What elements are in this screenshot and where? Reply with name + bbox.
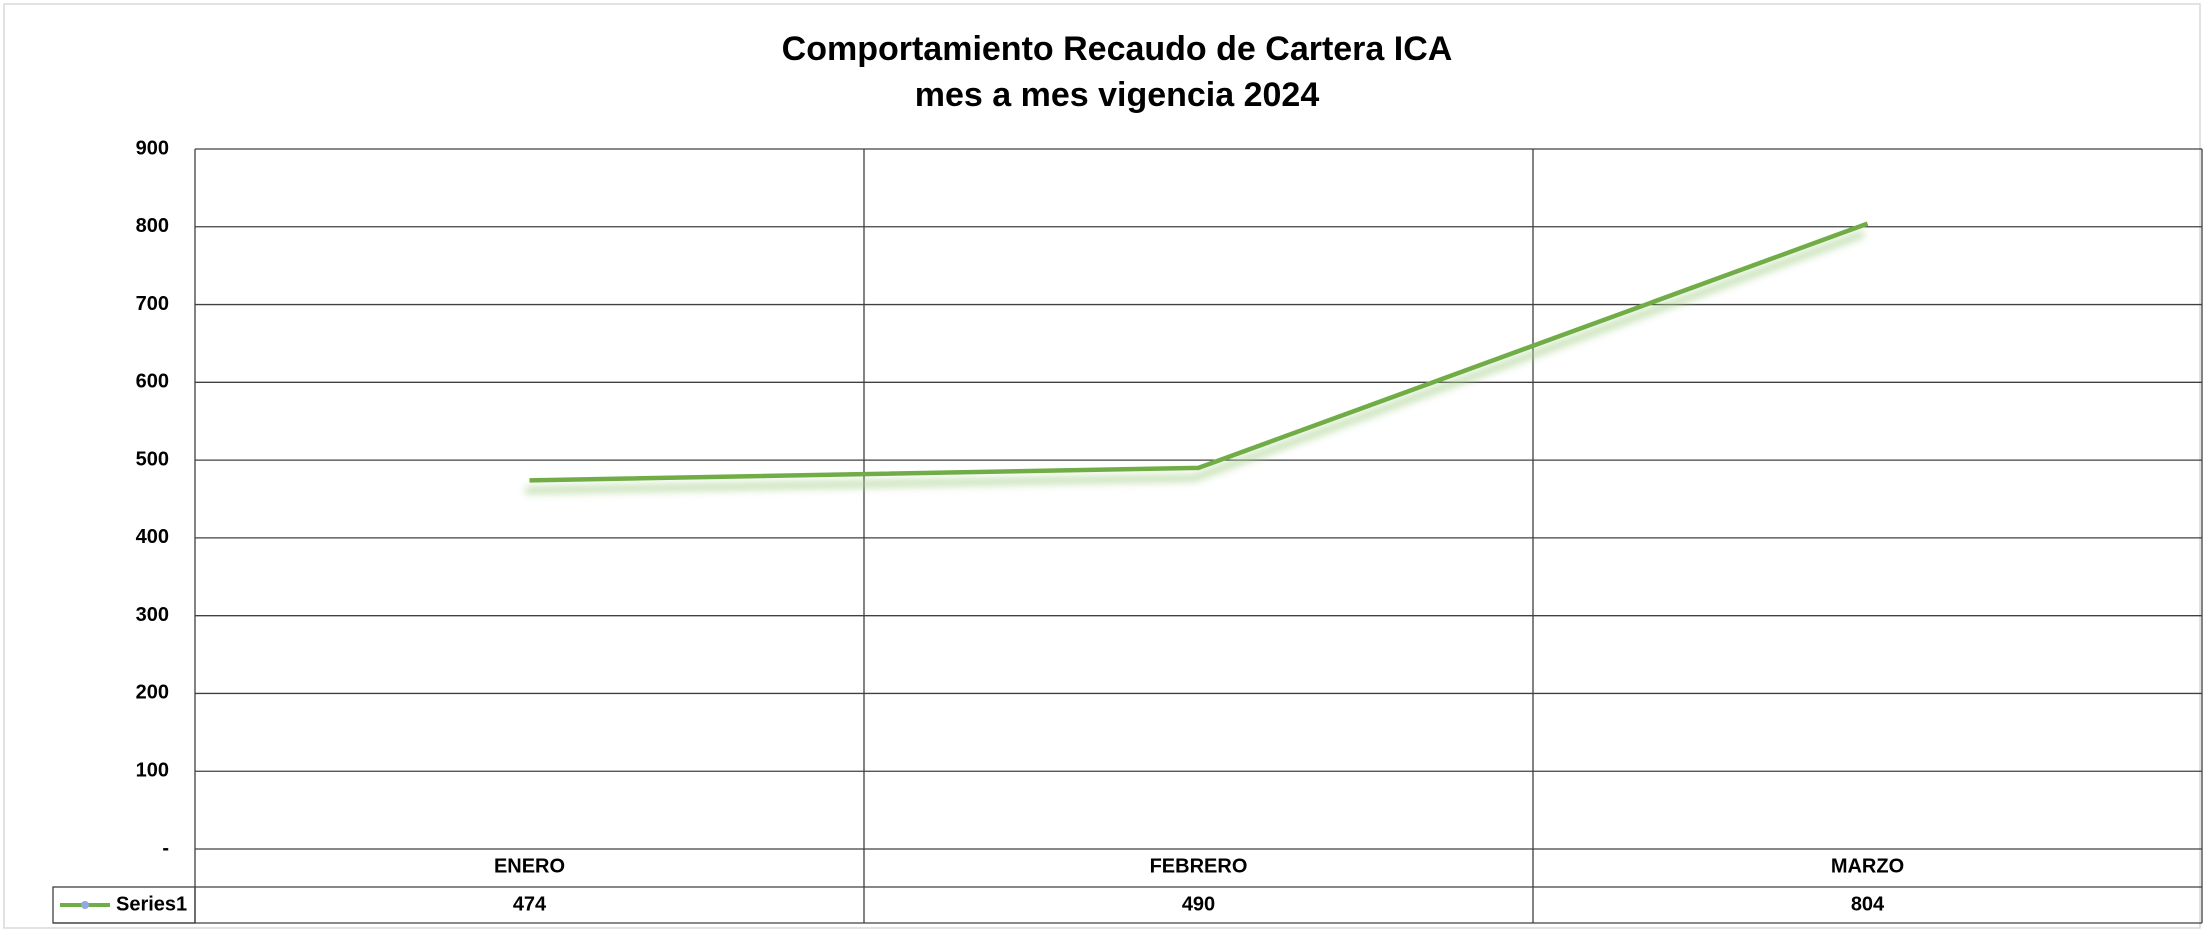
- legend-marker: [81, 901, 89, 909]
- data-table-value: 474: [513, 893, 547, 915]
- line: [529, 221, 1869, 483]
- y-tick-label: 300: [136, 604, 169, 626]
- legend-label: Series1: [116, 893, 187, 915]
- legend-cell: [52, 886, 196, 924]
- y-tick-label: 900: [136, 137, 169, 159]
- chart-subtitle: mes a mes vigencia 2024: [915, 76, 1320, 114]
- x-tick-label: FEBRERO: [1150, 855, 1248, 877]
- y-tick-label: -: [162, 837, 169, 859]
- chart-title: Comportamiento Recaudo de Cartera ICA: [782, 30, 1453, 68]
- y-tick-label: 500: [136, 448, 169, 470]
- x-tick-label: ENERO: [494, 855, 565, 877]
- line-shadow: [525, 230, 1865, 494]
- y-tick-label: 600: [136, 371, 169, 393]
- y-tick-label: 100: [136, 760, 169, 782]
- y-tick-label: 400: [136, 526, 169, 548]
- data-table-value: 804: [1851, 893, 1885, 915]
- x-tick-label: MARZO: [1831, 855, 1904, 877]
- y-tick-label: 700: [136, 293, 169, 315]
- y-tick-label: 200: [136, 682, 169, 704]
- y-tick-label: 800: [136, 215, 169, 237]
- data-table-value: 490: [1182, 893, 1215, 915]
- chart-frame: [3, 3, 2201, 929]
